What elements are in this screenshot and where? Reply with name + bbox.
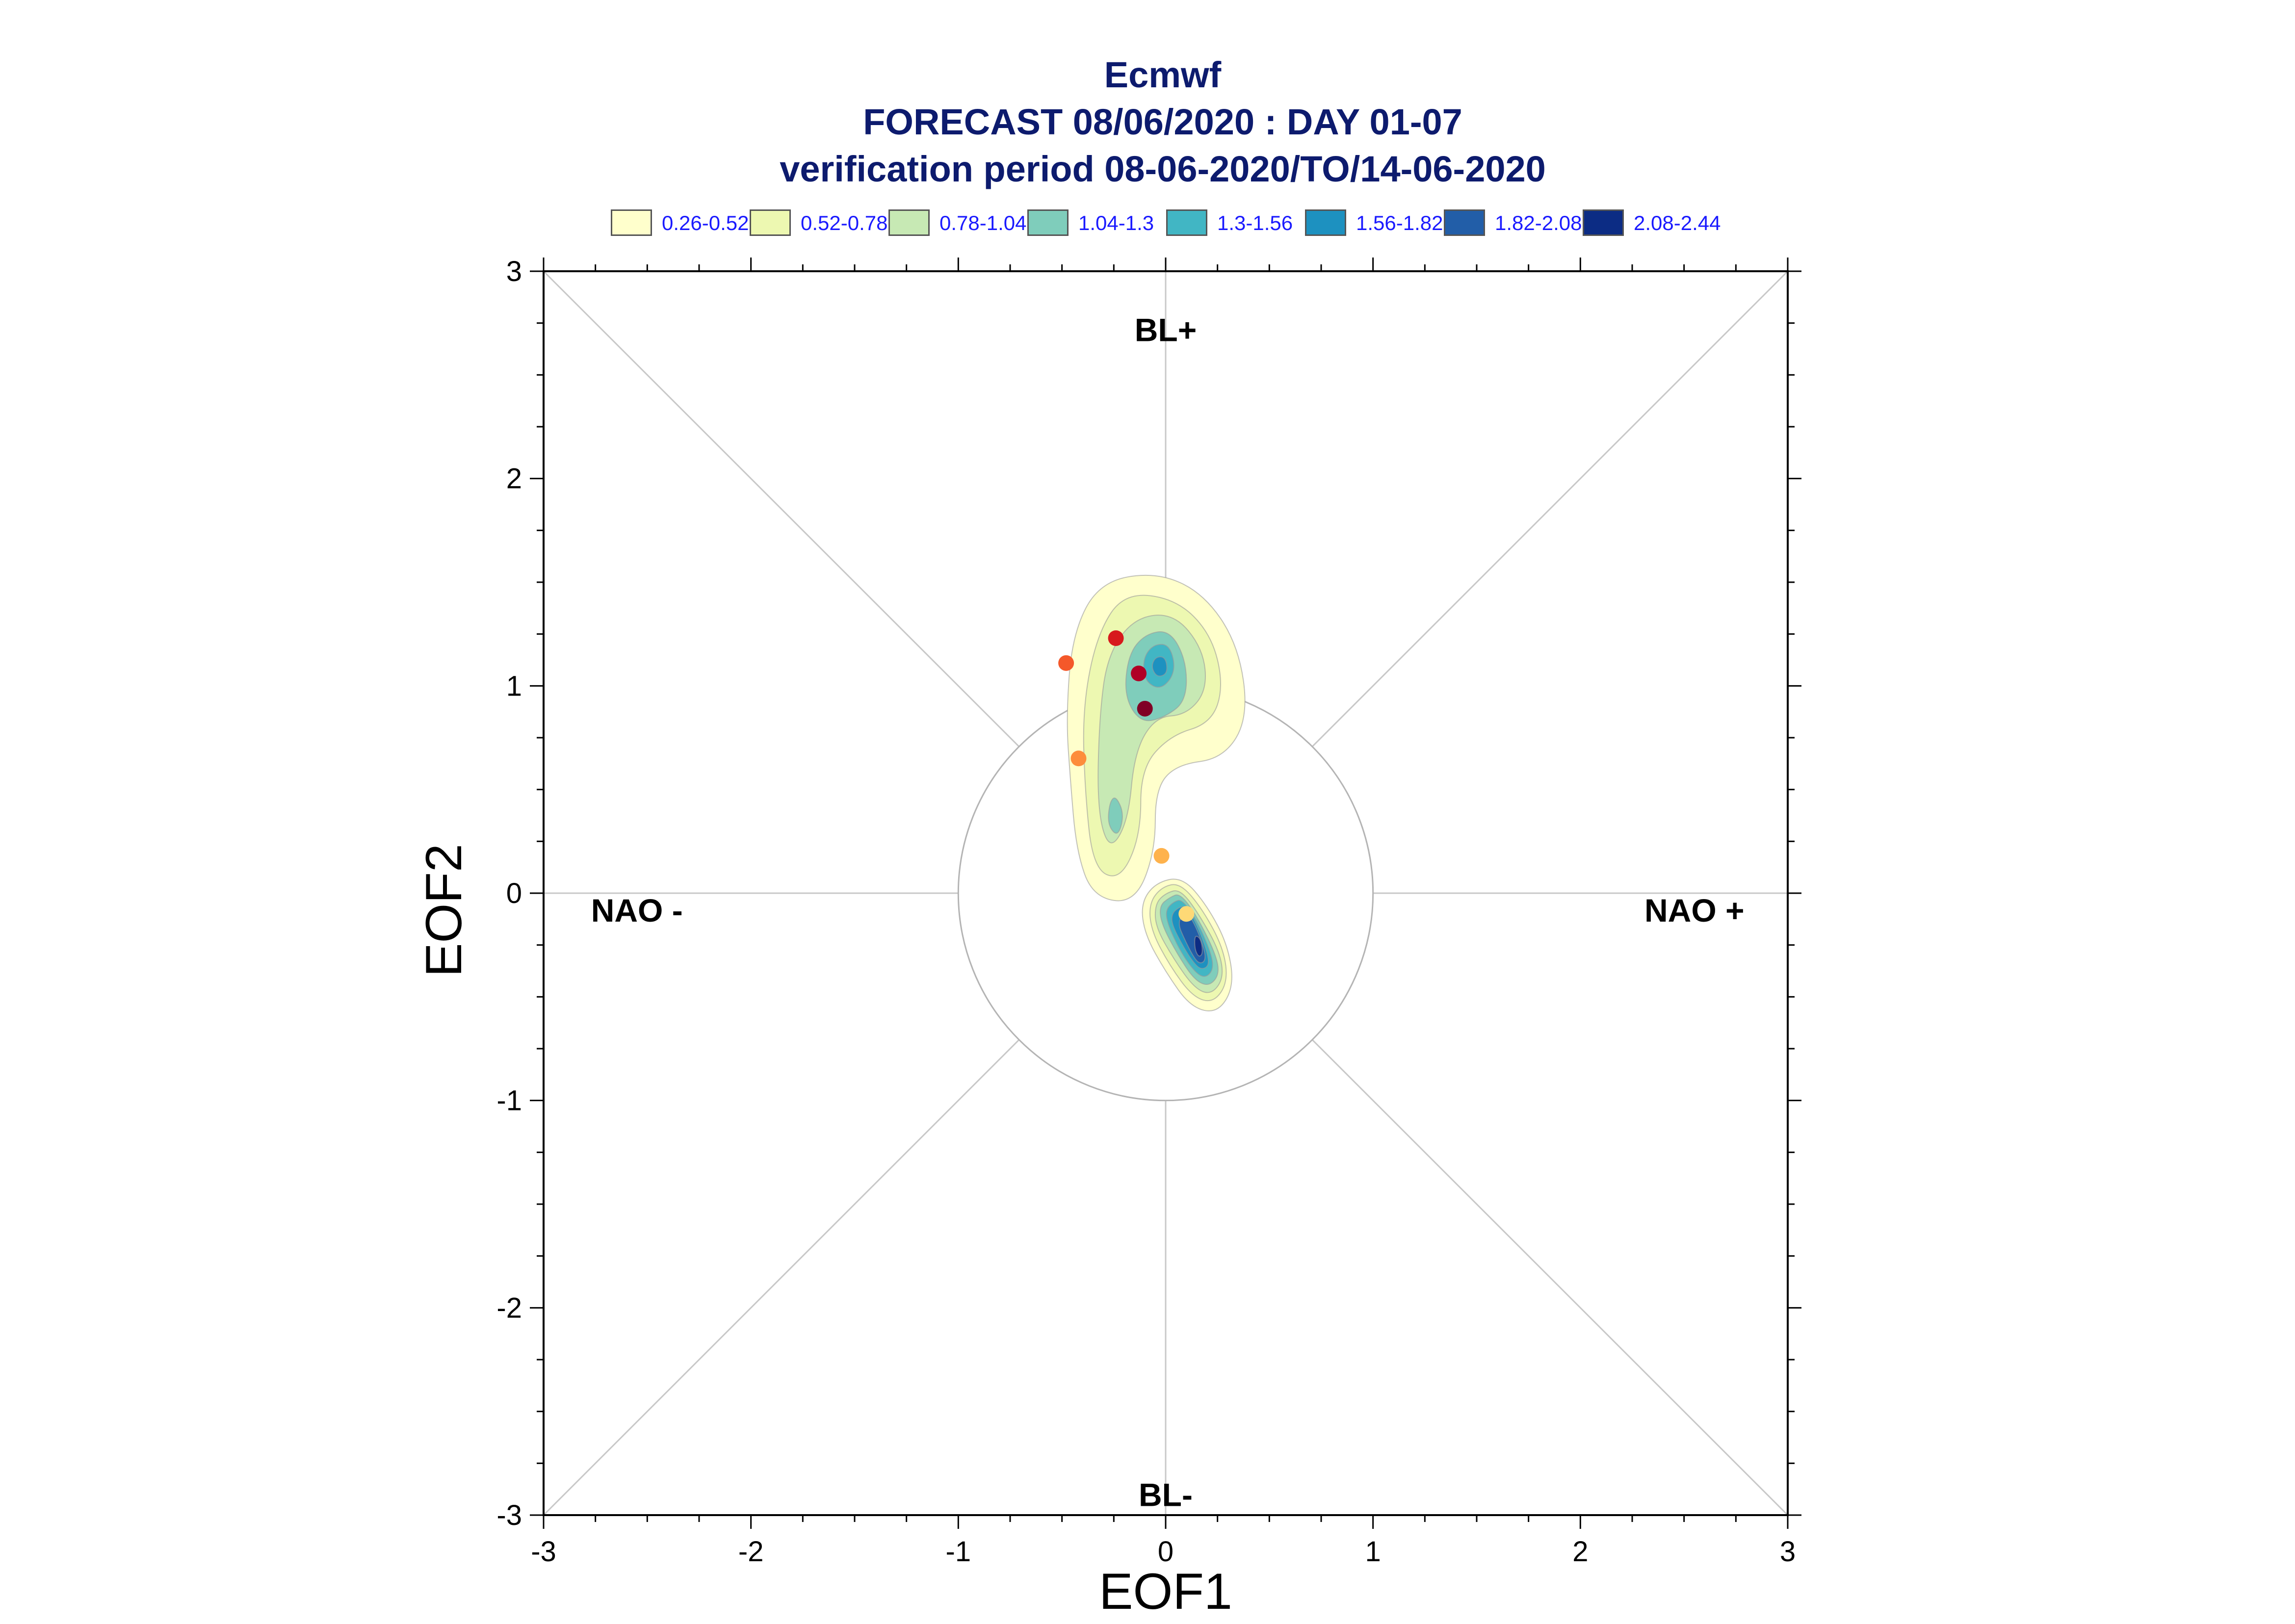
- x-tick-label: -2: [738, 1536, 764, 1568]
- x-axis-title: EOF1: [1099, 1563, 1232, 1620]
- regime-label: NAO -: [591, 892, 683, 928]
- title-line-3: verification period 08-06-2020/TO/14-06-…: [780, 149, 1546, 189]
- title-line-2: FORECAST 08/06/2020 : DAY 01-07: [863, 102, 1462, 142]
- legend-label: 0.26-0.52: [662, 211, 749, 234]
- x-tick-label: 3: [1780, 1536, 1796, 1568]
- regime-label: BL+: [1135, 311, 1197, 348]
- legend-swatch: [888, 209, 930, 236]
- x-tick-label: -3: [531, 1536, 556, 1568]
- legend-swatch: [1166, 209, 1207, 236]
- y-tick-label: 1: [506, 670, 522, 702]
- density-contour: [1194, 935, 1203, 957]
- legend-swatch: [1305, 209, 1346, 236]
- data-point: [1153, 848, 1170, 864]
- legend-swatch: [1444, 209, 1485, 236]
- data-point: [1070, 750, 1087, 767]
- density-contour: [1108, 798, 1123, 834]
- x-tick-label: 0: [1158, 1536, 1174, 1568]
- y-axis-title: EOF2: [416, 844, 472, 977]
- x-tick-label: -1: [946, 1536, 971, 1568]
- legend-label: 2.08-2.44: [1634, 211, 1721, 234]
- regime-label: NAO +: [1644, 892, 1745, 928]
- legend-label: 0.52-0.78: [801, 211, 888, 234]
- y-tick-label: -3: [496, 1499, 522, 1531]
- data-point: [1137, 700, 1153, 717]
- legend-swatch: [611, 209, 652, 236]
- regime-label: BL-: [1139, 1477, 1193, 1513]
- legend-label: 1.82-2.08: [1495, 211, 1582, 234]
- x-tick-label: 1: [1365, 1536, 1381, 1568]
- y-tick-label: -1: [496, 1085, 522, 1117]
- x-tick-label: 2: [1572, 1536, 1588, 1568]
- legend-swatch: [1583, 209, 1624, 236]
- chart-title: Ecmwf FORECAST 08/06/2020 : DAY 01-07 ve…: [0, 52, 2295, 193]
- data-point: [1058, 655, 1074, 671]
- y-tick-label: -2: [496, 1292, 522, 1324]
- legend-swatch: [750, 209, 791, 236]
- data-point: [1131, 665, 1147, 681]
- title-line-1: Ecmwf: [1104, 54, 1222, 95]
- legend-label: 1.04-1.3: [1078, 211, 1154, 234]
- data-point: [1178, 906, 1195, 922]
- legend-label: 1.56-1.82: [1356, 211, 1443, 234]
- legend-label: 0.78-1.04: [939, 211, 1027, 234]
- legend-label: 1.3-1.56: [1217, 211, 1293, 234]
- y-tick-label: 0: [506, 877, 522, 909]
- legend-swatch: [1027, 209, 1069, 236]
- y-tick-label: 2: [506, 463, 522, 495]
- data-point: [1108, 630, 1124, 646]
- y-tick-label: 3: [506, 256, 522, 287]
- density-contour: [1151, 656, 1168, 677]
